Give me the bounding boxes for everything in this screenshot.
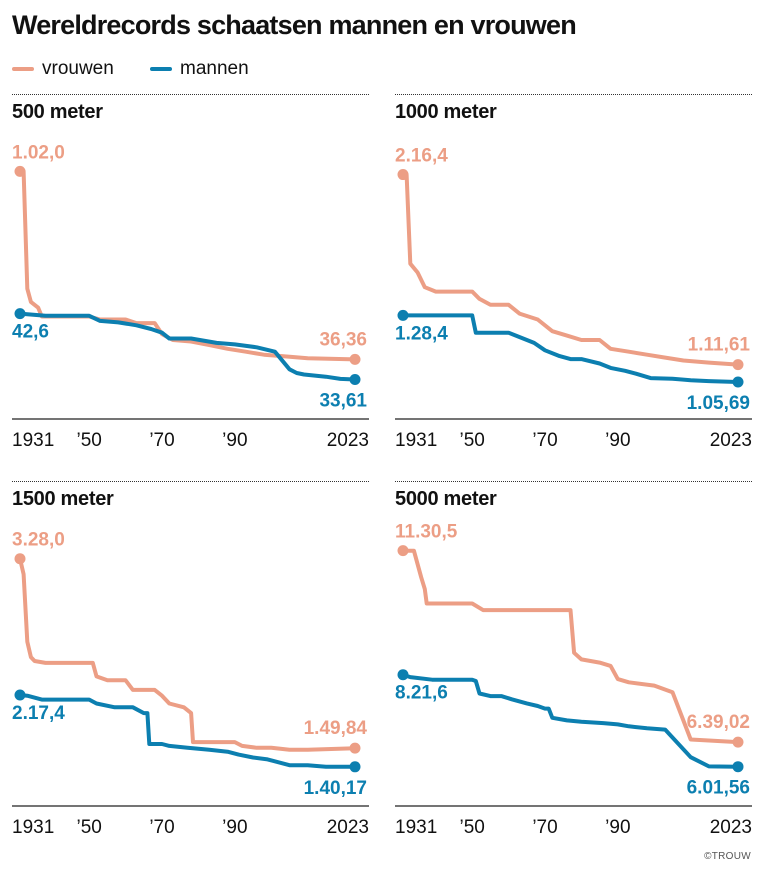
- end-label-vrouwen: 1.49,84: [304, 718, 368, 739]
- start-point-vrouwen: [14, 553, 26, 565]
- x-tick-label: 1931: [395, 430, 437, 451]
- end-point-mannen: [349, 761, 361, 773]
- panel-title: 500 meter: [12, 101, 103, 123]
- x-tick-label: 2023: [327, 817, 369, 838]
- end-point-mannen: [732, 761, 744, 773]
- start-label-mannen: 8.21,6: [395, 683, 448, 704]
- end-point-vrouwen: [732, 736, 744, 748]
- x-tick-label: ’70: [149, 817, 174, 838]
- series-line-vrouwen: [401, 548, 740, 745]
- end-label-mannen: 6.01,56: [687, 778, 750, 799]
- series-line-mannen: [18, 693, 357, 769]
- legend-swatch-mannen: [150, 67, 172, 71]
- page-title: Wereldrecords schaatsen mannen en vrouwe…: [12, 10, 577, 40]
- x-tick-label: ’50: [77, 430, 102, 451]
- start-point-vrouwen: [397, 545, 409, 557]
- chart-500m: 1931 ’50 ’70 ’90 2023 1.02,0 36,36 42,6 33,61: [12, 142, 369, 451]
- panel-title: 5000 meter: [395, 488, 497, 510]
- x-tick-label: ’50: [460, 430, 485, 451]
- end-label-mannen: 33,61: [319, 391, 367, 412]
- end-label-vrouwen: 1.11,61: [688, 335, 751, 356]
- x-tick-label: 1931: [12, 817, 54, 838]
- series-line-vrouwen: [18, 169, 357, 362]
- end-point-mannen: [349, 374, 361, 386]
- x-tick-label: ’90: [222, 817, 247, 838]
- panel-title: 1500 meter: [12, 488, 114, 510]
- start-point-mannen: [397, 669, 409, 681]
- series-line-mannen: [401, 313, 740, 384]
- start-label-mannen: 1.28,4: [395, 323, 448, 344]
- end-point-vrouwen: [732, 359, 744, 371]
- series-line-mannen: [401, 672, 740, 769]
- legend-label-vrouwen: vrouwen: [42, 58, 114, 79]
- series-line-vrouwen: [18, 556, 357, 752]
- legend-swatch-vrouwen: [12, 67, 34, 71]
- x-tick-label: 2023: [710, 817, 752, 838]
- panel-divider: [12, 94, 369, 95]
- start-point-mannen: [14, 308, 26, 320]
- x-tick-label: 1931: [395, 817, 437, 838]
- x-tick-label: ’90: [605, 817, 630, 838]
- x-tick-label: ’90: [222, 430, 247, 451]
- end-point-mannen: [732, 376, 744, 388]
- end-point-vrouwen: [349, 353, 361, 365]
- x-tick-label: ’70: [532, 817, 557, 838]
- panel-title: 1000 meter: [395, 101, 497, 123]
- start-label-vrouwen: 11.30,5: [395, 522, 458, 543]
- start-point-mannen: [397, 309, 409, 321]
- x-tick-label: ’50: [77, 817, 102, 838]
- start-point-mannen: [14, 689, 26, 701]
- x-tick-label: 1931: [12, 430, 54, 451]
- panel-divider: [12, 481, 369, 482]
- start-point-vrouwen: [397, 169, 409, 181]
- x-tick-label: ’70: [532, 430, 557, 451]
- chart-panel-5000m: 5000 meter 1931 ’50 ’70 ’90 2023 11.30,5 6.39,…: [395, 481, 752, 841]
- end-label-mannen: 1.05,69: [687, 393, 750, 414]
- series-line-vrouwen: [401, 172, 740, 367]
- x-tick-label: 2023: [327, 430, 369, 451]
- chart-5000m: 1931 ’50 ’70 ’90 2023 11.30,5 6.39,02 8.21,6 6.0…: [395, 522, 752, 838]
- end-label-vrouwen: 6.39,02: [687, 712, 750, 733]
- start-point-vrouwen: [14, 165, 26, 177]
- end-label-vrouwen: 36,36: [319, 329, 367, 350]
- panel-divider: [395, 94, 752, 95]
- start-label-mannen: 42,6: [12, 322, 49, 343]
- x-tick-label: ’50: [460, 817, 485, 838]
- chart-panel-1000m: 1000 meter 1931 ’50 ’70 ’90 2023 2.16,4 1.11,6…: [395, 94, 752, 454]
- chart-1000m: 1931 ’50 ’70 ’90 2023 2.16,4 1.11,61 1.28,4 1.05…: [395, 146, 752, 451]
- chart-panel-500m: 500 meter 1931 ’50 ’70 ’90 2023 1.02,0 36,36 42…: [12, 94, 369, 454]
- end-label-mannen: 1.40,17: [304, 778, 367, 799]
- credit: ©TROUW: [704, 851, 751, 862]
- x-tick-label: ’70: [149, 430, 174, 451]
- panel-divider: [395, 481, 752, 482]
- start-label-vrouwen: 1.02,0: [12, 142, 65, 163]
- start-label-vrouwen: 2.16,4: [395, 146, 448, 167]
- chart-1500m: 1931 ’50 ’70 ’90 2023 3.28,0 1.49,84 2.17,4 1.40…: [12, 530, 369, 838]
- chart-panel-1500m: 1500 meter 1931 ’50 ’70 ’90 2023 3.28,0 1.49,8…: [12, 481, 369, 841]
- x-tick-label: ’90: [605, 430, 630, 451]
- legend-label-mannen: mannen: [180, 58, 249, 79]
- end-point-vrouwen: [349, 742, 361, 754]
- series-line-mannen: [18, 311, 357, 382]
- start-label-vrouwen: 3.28,0: [12, 530, 65, 551]
- start-label-mannen: 2.17,4: [12, 703, 65, 724]
- x-tick-label: 2023: [710, 430, 752, 451]
